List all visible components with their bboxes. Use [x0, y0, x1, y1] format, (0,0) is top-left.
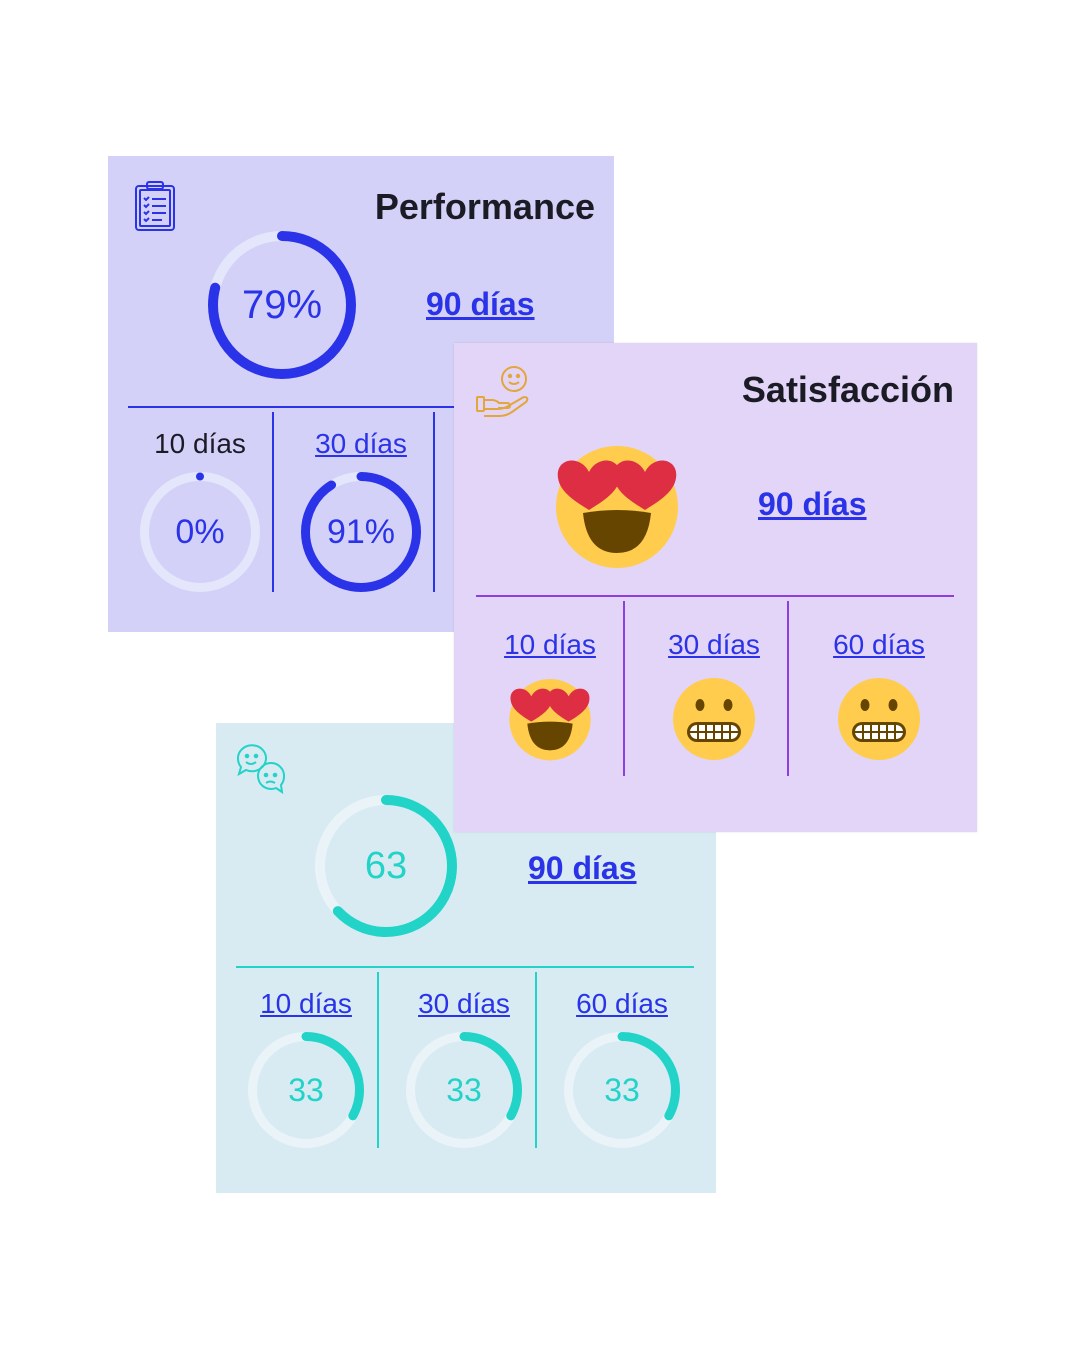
ring-progress-arc — [406, 1032, 522, 1148]
main-score-ring: 63 — [315, 795, 457, 937]
ring-progress-dot — [196, 472, 204, 481]
main-progress-ring: 79% — [208, 231, 356, 379]
period-link-30[interactable]: 30 días — [315, 428, 407, 459]
clipboard-checklist-icon — [134, 180, 176, 237]
satisfaction-card: Satisfacción 90 días 10 días 30 días — [454, 343, 977, 832]
period-link-30[interactable]: 30 días — [418, 988, 510, 1019]
grimacing-emoji — [672, 677, 756, 766]
score-ring-30: 33 — [406, 1032, 522, 1148]
period-link-90[interactable]: 90 días — [758, 486, 867, 522]
hand-smile-icon — [474, 363, 532, 422]
progress-ring-10: 0% — [140, 472, 260, 592]
score-value: 33 — [604, 1071, 640, 1108]
ring-graphic — [315, 795, 457, 937]
score-ring-60: 33 — [564, 1032, 680, 1148]
main-progress-value: 79% — [241, 282, 323, 327]
divider — [787, 601, 789, 776]
divider — [433, 412, 435, 592]
progress-ring-30: 91% — [301, 472, 421, 592]
ring-graphic — [564, 1032, 680, 1148]
ring-progress-arc — [301, 472, 421, 592]
period-link-30[interactable]: 30 días — [668, 629, 760, 660]
score-value: 33 — [288, 1071, 324, 1108]
progress-value: 91% — [326, 512, 396, 551]
period-label-10: 10 días — [154, 428, 246, 459]
ring-progress-arc — [315, 795, 457, 937]
period-link-90[interactable]: 90 días — [426, 286, 535, 322]
period-link-90[interactable]: 90 días — [528, 850, 637, 886]
period-link-60[interactable]: 60 días — [833, 629, 925, 660]
score-value: 33 — [446, 1071, 482, 1108]
period-link-10[interactable]: 10 días — [260, 988, 352, 1019]
heart-eyes-emoji — [508, 677, 592, 766]
divider — [623, 601, 625, 776]
ring-progress-arc — [208, 231, 356, 379]
divider — [476, 595, 954, 597]
main-score-value: 63 — [364, 844, 408, 887]
divider — [535, 972, 537, 1148]
progress-value: 0% — [175, 512, 225, 551]
heart-eyes-emoji — [555, 443, 679, 574]
period-link-10[interactable]: 10 días — [504, 629, 596, 660]
ring-graphic — [140, 472, 260, 592]
card-title: Performance — [374, 186, 595, 227]
ring-progress-arc — [564, 1032, 680, 1148]
ring-progress-arc — [248, 1032, 364, 1148]
ring-graphic — [301, 472, 421, 592]
card-title: Satisfacción — [741, 369, 954, 410]
ring-graphic — [248, 1032, 364, 1148]
divider — [236, 966, 694, 968]
period-link-60[interactable]: 60 días — [576, 988, 668, 1019]
ring-graphic — [406, 1032, 522, 1148]
chat-bubbles-faces-icon — [234, 743, 288, 800]
score-ring-10: 33 — [248, 1032, 364, 1148]
divider — [272, 412, 274, 592]
ring-graphic — [208, 231, 356, 379]
divider — [128, 406, 458, 408]
divider — [377, 972, 379, 1148]
grimacing-emoji — [837, 677, 921, 766]
